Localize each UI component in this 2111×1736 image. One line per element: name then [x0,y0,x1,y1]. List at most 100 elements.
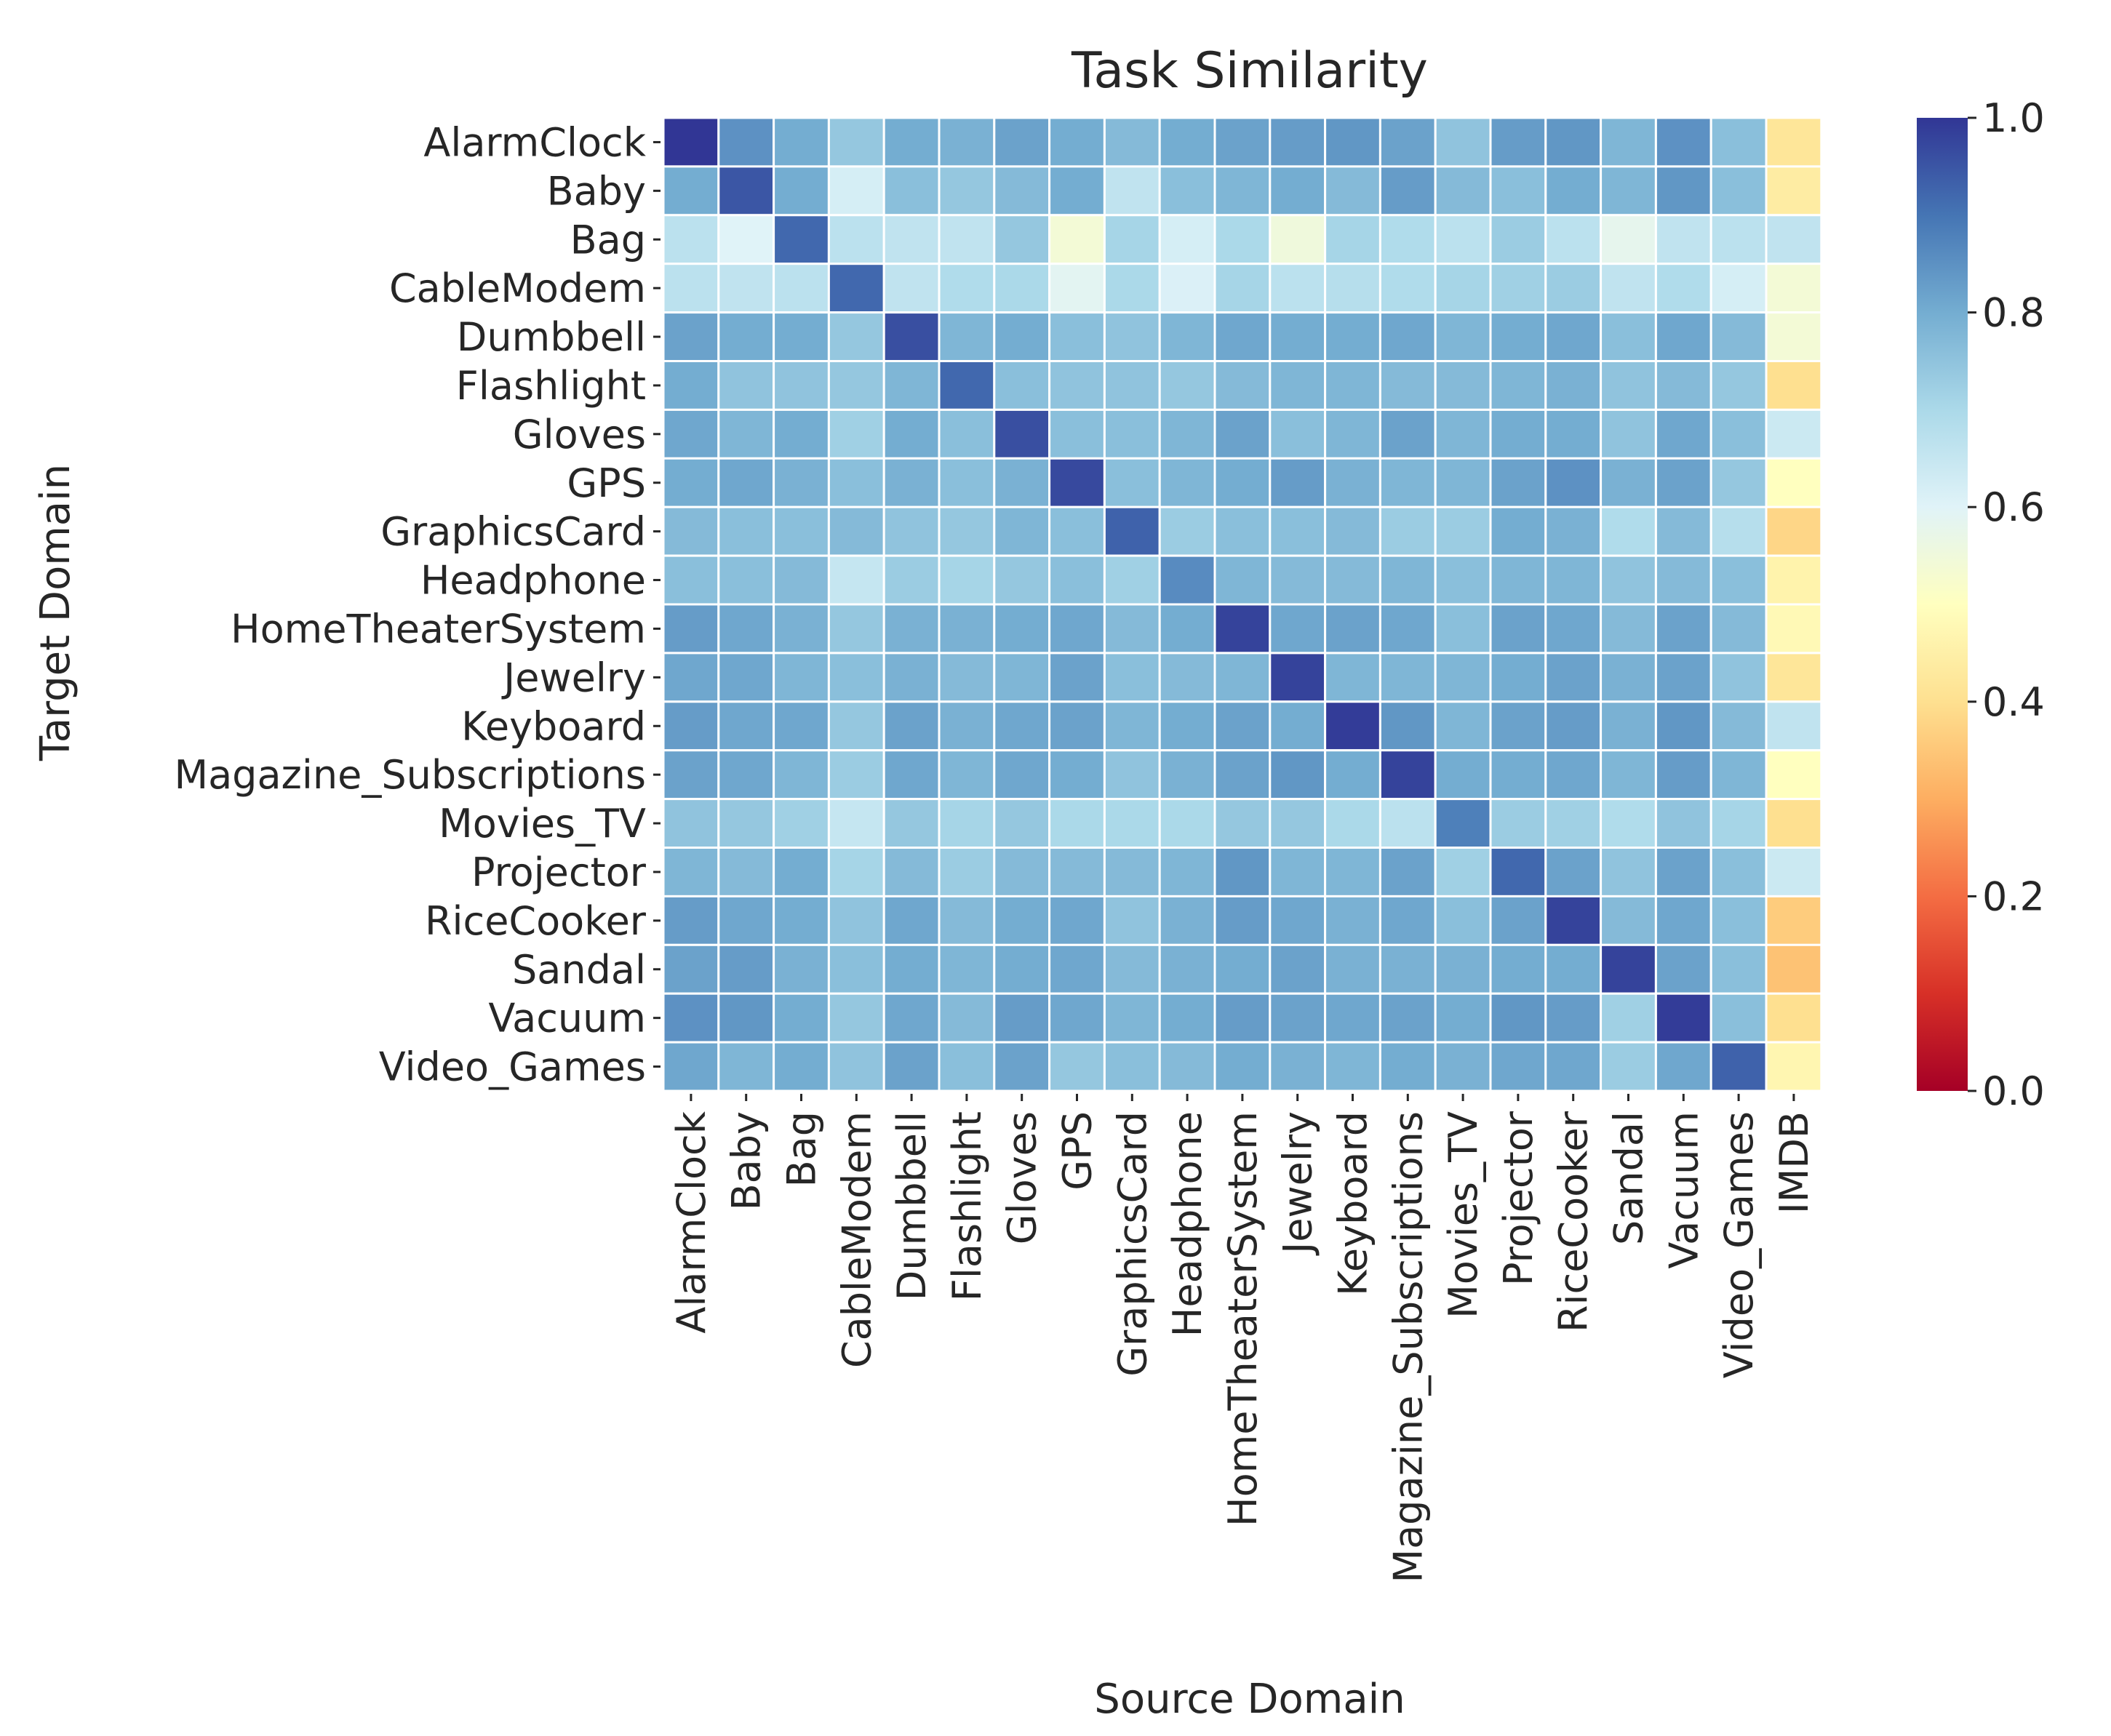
heatmap-cell-Projector-GPS [1048,847,1106,897]
heatmap-cell-Flashlight-Movies_TV [1434,360,1492,411]
heatmap-cell-Vacuum-Bag [773,992,830,1044]
heatmap-cell-Magazine_Subscriptions-RiceCooker [1544,749,1603,801]
heatmap-cell-CableModem-Vacuum [1654,263,1712,314]
heatmap-cell-Keyboard-Vacuum [1654,700,1712,752]
heatmap-cell-Movies_TV-Dumbbell [882,798,941,849]
heatmap-cell-Video_Games-Sandal [1600,1041,1657,1092]
x-axis-label: Source Domain [1094,1676,1405,1723]
heatmap-cell-Jewelry-AlarmClock [662,652,720,703]
heatmap-cell-Baby-Headphone [1158,165,1216,217]
heatmap-cell-Magazine_Subscriptions-Video_Games [1709,749,1768,801]
heatmap-cell-GraphicsCard-Dumbbell [882,505,941,557]
heatmap-cell-Flashlight-Jewelry [1269,360,1327,411]
heatmap-cell-Bag-Video_Games [1709,214,1768,265]
heatmap-cell-Keyboard-Flashlight [938,700,996,752]
heatmap-cell-GraphicsCard-Keyboard [1324,505,1381,557]
heatmap-cell-CableModem-Jewelry [1269,263,1327,314]
heatmap-cell-Projector-HomeTheaterSystem [1213,847,1272,897]
x-tick-label: HomeTheaterSystem [1220,1111,1266,1527]
heatmap-cell-Dumbbell-Dumbbell [882,311,941,363]
heatmap-cell-Magazine_Subscriptions-CableModem [827,749,885,801]
heatmap-cell-Projector-GraphicsCard [1103,847,1161,897]
x-tick-label: Headphone [1165,1111,1210,1337]
heatmap-cell-Headphone-Projector [1489,554,1547,606]
heatmap-cell-AlarmClock-GraphicsCard [1103,116,1161,168]
heatmap-cell-Dumbbell-AlarmClock [662,311,720,363]
heatmap-cell-Jewelry-Dumbbell [882,652,941,703]
heatmap-cell-AlarmClock-Video_Games [1709,116,1768,168]
heatmap-cell-Sandal-Movies_TV [1434,943,1492,995]
heatmap-cell-GraphicsCard-Flashlight [938,505,996,557]
heatmap-cell-Flashlight-Sandal [1600,360,1657,411]
heatmap-cell-HomeTheaterSystem-CableModem [827,603,885,655]
heatmap-cell-Keyboard-Movies_TV [1434,700,1492,752]
heatmap-cell-Jewelry-Projector [1489,652,1547,703]
heatmap-cell-CableModem-IMDB [1765,263,1823,314]
heatmap-cell-CableModem-AlarmClock [662,263,720,314]
heatmap-cell-Keyboard-Keyboard [1324,700,1381,752]
heatmap-cell-Flashlight-IMDB [1765,360,1823,411]
heatmap-cell-Jewelry-Headphone [1158,652,1216,703]
colorbar-ticks: 0.0 0.2 0.4 0.6 0.8 1.0 [1968,95,2045,1114]
heatmap-cell-Dumbbell-Keyboard [1324,311,1381,363]
heatmap-cell-Keyboard-GraphicsCard [1103,700,1161,752]
heatmap-cell-Sandal-Dumbbell [882,943,941,995]
heatmap-cell-CableModem-Keyboard [1324,263,1381,314]
heatmap-cell-Sandal-CableModem [827,943,885,995]
heatmap-cell-Sandal-Projector [1489,943,1547,995]
heatmap-cell-AlarmClock-Headphone [1158,116,1216,168]
heatmap-cell-Baby-HomeTheaterSystem [1213,165,1272,217]
heatmap-cell-Magazine_Subscriptions-Sandal [1600,749,1657,801]
heatmap-cell-Flashlight-GraphicsCard [1103,360,1161,411]
heatmap-cell-Headphone-Bag [773,554,830,606]
heatmap-cell-Projector-Sandal [1600,847,1657,897]
heatmap-cell-AlarmClock-Sandal [1600,116,1657,168]
heatmap-cell-Dumbbell-Headphone [1158,311,1216,363]
heatmap-cell-HomeTheaterSystem-Flashlight [938,603,996,655]
heatmap-cell-Projector-Movies_TV [1434,847,1492,897]
heatmap-cell-Projector-Jewelry [1269,847,1327,897]
y-tick-label: Magazine_Subscriptions [174,752,646,798]
heatmap-cell-Vacuum-Vacuum [1654,992,1712,1044]
heatmap-cell-Magazine_Subscriptions-IMDB [1765,749,1823,801]
heatmap-cell-RiceCooker-Jewelry [1269,895,1327,946]
heatmap-cell-Baby-Gloves [993,165,1051,217]
heatmap-cell-Headphone-AlarmClock [662,554,720,606]
y-tick-label: Movies_TV [439,801,646,847]
heatmap-cell-Magazine_Subscriptions-Flashlight [938,749,996,801]
y-axis-label: Target Domain [32,464,79,761]
heatmap-cell-Jewelry-Vacuum [1654,652,1712,703]
heatmap-cell-Dumbbell-Magazine_Subscriptions [1378,311,1437,363]
heatmap-cell-Movies_TV-RiceCooker [1544,798,1603,849]
heatmap-cell-Jewelry-Sandal [1600,652,1657,703]
heatmap-cell-Bag-Vacuum [1654,214,1712,265]
heatmap-cell-GraphicsCard-HomeTheaterSystem [1213,505,1272,557]
heatmap-cell-Sandal-GPS [1048,943,1106,995]
heatmap-cell-AlarmClock-Keyboard [1324,116,1381,168]
heatmap-cell-CableModem-Headphone [1158,263,1216,314]
heatmap-cell-GPS-CableModem [827,457,885,508]
heatmap-cell-Projector-Keyboard [1324,847,1381,897]
heatmap-cell-Vacuum-Flashlight [938,992,996,1044]
heatmap-cell-HomeTheaterSystem-Gloves [993,603,1051,655]
heatmap-cell-Baby-Video_Games [1709,165,1768,217]
heatmap-cell-Sandal-Keyboard [1324,943,1381,995]
heatmap-cell-Dumbbell-Sandal [1600,311,1657,363]
heatmap-cell-Bag-Keyboard [1324,214,1381,265]
heatmap-cell-Movies_TV-Magazine_Subscriptions [1378,798,1437,849]
heatmap-cell-Vacuum-Headphone [1158,992,1216,1044]
heatmap-cell-Jewelry-Baby [717,652,775,703]
heatmap-cell-AlarmClock-Movies_TV [1434,116,1492,168]
heatmap-cell-Movies_TV-Jewelry [1269,798,1327,849]
y-tick-labels: AlarmClockBabyBagCableModemDumbbellFlash… [174,119,661,1090]
heatmap-cells [662,116,1823,1092]
heatmap-cell-Jewelry-Jewelry [1269,652,1327,703]
heatmap-cell-Movies_TV-Baby [717,798,775,849]
heatmap-cell-Baby-Baby [717,165,775,217]
heatmap-cell-Headphone-Flashlight [938,554,996,606]
x-tick-label: GraphicsCard [1109,1111,1155,1377]
heatmap-cell-AlarmClock-Gloves [993,116,1051,168]
heatmap-cell-Video_Games-RiceCooker [1544,1041,1603,1092]
heatmap-cell-HomeTheaterSystem-RiceCooker [1544,603,1603,655]
heatmap-cell-Bag-Gloves [993,214,1051,265]
